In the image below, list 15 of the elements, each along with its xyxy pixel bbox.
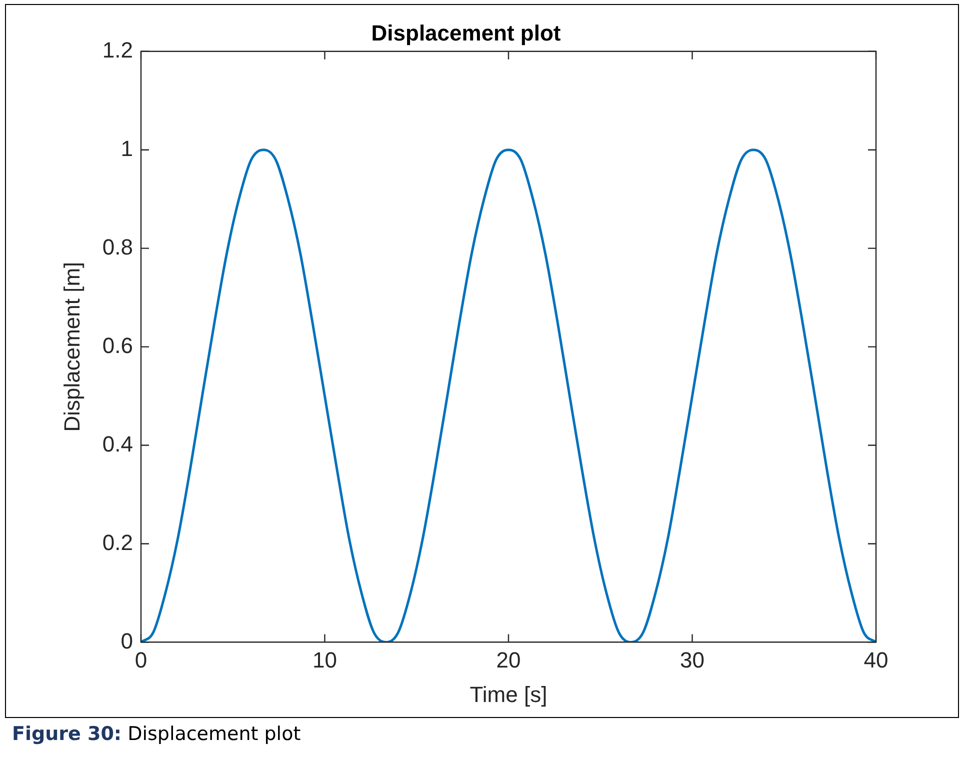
x-tick-label: 40 <box>864 647 888 672</box>
y-tick-label: 0.8 <box>102 234 133 260</box>
chart-title: Displacement plot <box>371 20 562 46</box>
x-tick-label: 10 <box>312 647 337 672</box>
caption: Figure 30: Displacement plot <box>12 723 301 745</box>
y-tick-label: 0.2 <box>102 530 133 555</box>
y-axis-title: Displacement [m] <box>59 262 84 432</box>
y-tick-label: 0 <box>120 628 133 654</box>
y-tick-label: 1 <box>120 136 133 161</box>
x-axis-title: Time [s] <box>470 682 548 707</box>
x-tick-label: 30 <box>680 647 704 672</box>
y-tick-label: 0.6 <box>102 332 133 358</box>
y-tick-label: 1.2 <box>102 37 133 62</box>
x-tick-label: 20 <box>496 647 521 672</box>
y-tick-label: 0.4 <box>102 431 133 456</box>
